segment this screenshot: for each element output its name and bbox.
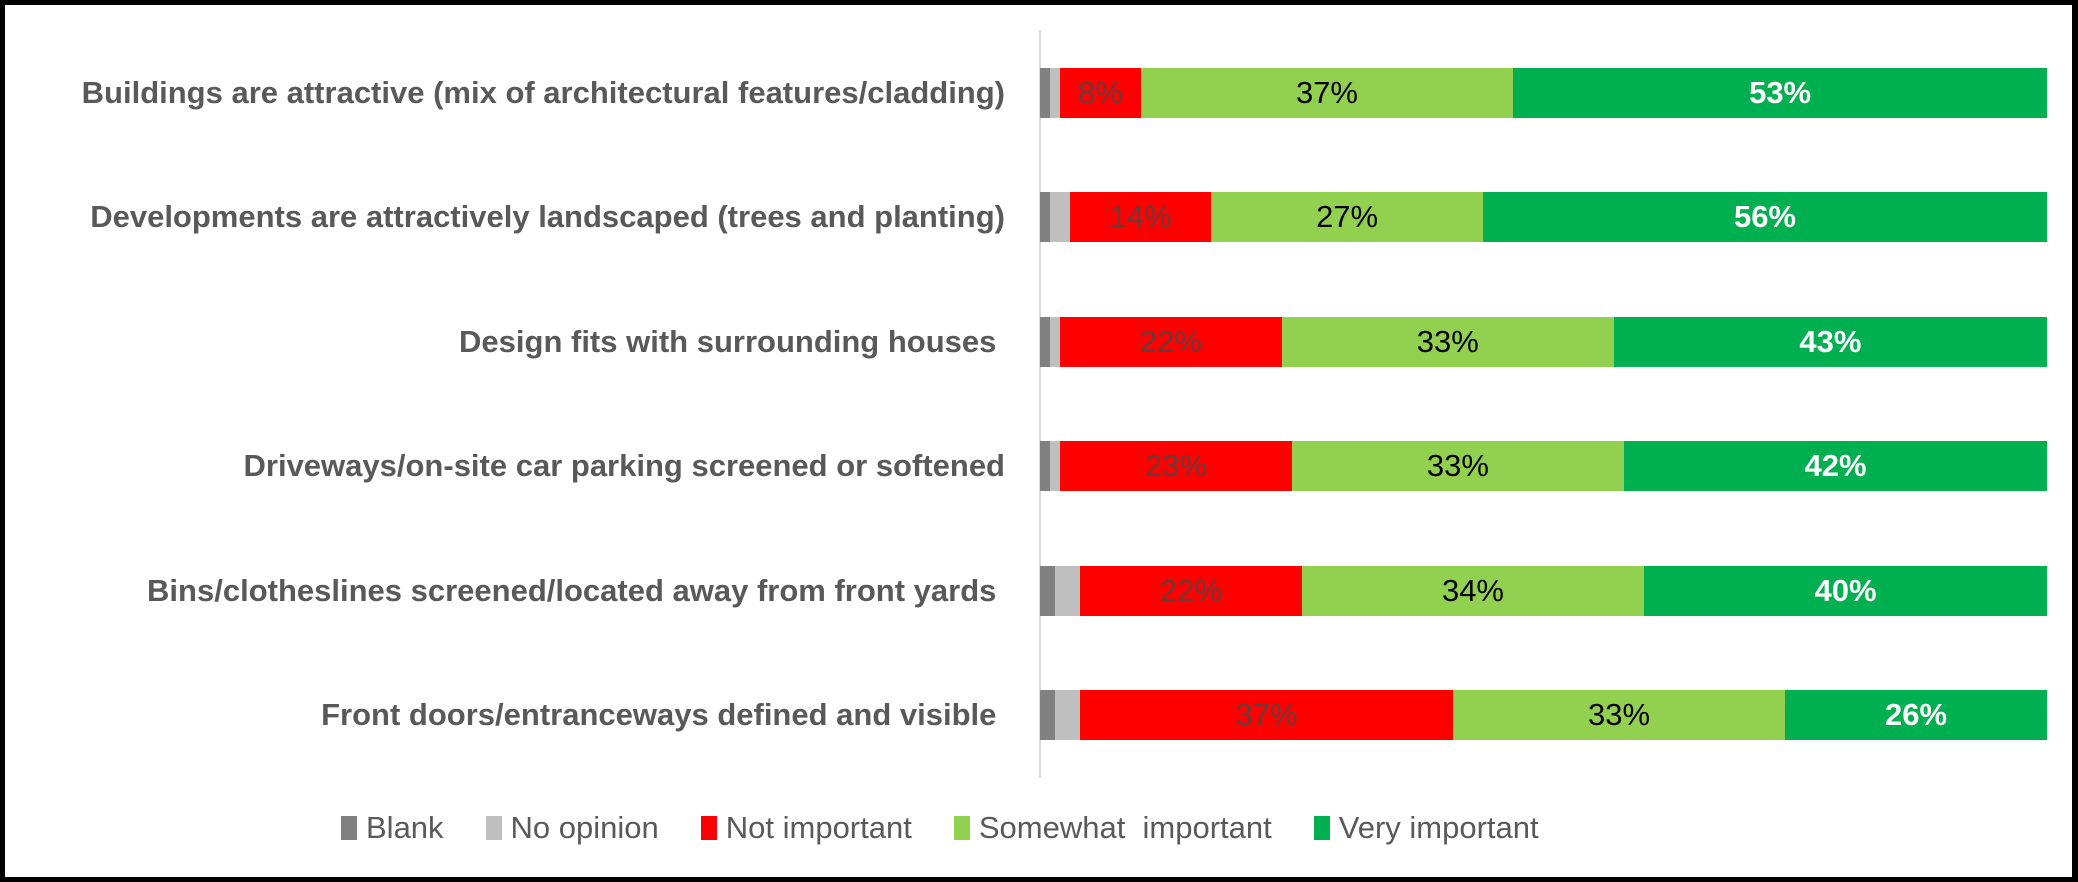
bar-segment-somewhat-important: 34% (1301, 566, 1645, 616)
legend-item-not-important: Not important (700, 810, 912, 846)
stacked-bar: 22% 34% 40% (1040, 566, 2047, 616)
category-label: Developments are attractively landscaped… (90, 199, 1005, 234)
category-label: Front doors/entranceways defined and vis… (321, 697, 1005, 732)
bar-segment-somewhat-important: 33% (1452, 690, 1786, 740)
legend-label: Somewhat important (978, 810, 1272, 845)
bar-segment-no-opinion (1050, 192, 1071, 242)
stacked-bar: 14% 27% 56% (1040, 192, 2047, 242)
category-label: Design fits with surrounding houses (459, 324, 1005, 359)
bar-segment-blank (1040, 192, 1051, 242)
legend-label: Not important (725, 810, 912, 845)
legend-swatch-not-important (700, 816, 717, 840)
bar-segment-very-important: 56% (1483, 192, 2047, 242)
bar-segment-very-important: 42% (1624, 441, 2047, 491)
category-axis-line (1039, 30, 1041, 778)
bar-segment-blank (1040, 68, 1051, 118)
legend-swatch-blank (341, 816, 357, 840)
bar-segment-no-opinion (1050, 441, 1061, 491)
bar-segment-not-important: 8% (1060, 68, 1141, 118)
bar-segment-very-important: 26% (1785, 690, 2047, 740)
category-label: Bins/clotheslines screened/located away … (147, 573, 1005, 608)
bar-segment-somewhat-important: 33% (1281, 317, 1614, 367)
legend-item-no-opinion: No opinion (485, 810, 659, 846)
bar-segment-not-important: 14% (1070, 192, 1212, 242)
legend-label: Very important (1338, 810, 1539, 845)
bar-segment-blank (1040, 441, 1051, 491)
bar-segment-no-opinion (1055, 566, 1081, 616)
bar-segment-somewhat-important: 33% (1291, 441, 1625, 491)
bar-segment-somewhat-important: 37% (1140, 68, 1514, 118)
category-label: Buildings are attractive (mix of archite… (81, 75, 1005, 110)
bar-segment-blank (1040, 566, 1056, 616)
bar-segment-no-opinion (1050, 68, 1061, 118)
bar-segment-no-opinion (1055, 690, 1081, 740)
stacked-bar: 22% 33% 43% (1040, 317, 2047, 367)
bar-segment-very-important: 53% (1513, 68, 2047, 118)
legend-item-blank: Blank (341, 810, 444, 846)
legend-item-somewhat-important: Somewhat important (953, 810, 1272, 846)
legend-item-very-important: Very important (1313, 810, 1539, 846)
legend: Blank No opinion Not important Somewhat … (341, 808, 1581, 848)
stacked-bar: 23% 33% 42% (1040, 441, 2047, 491)
bar-segment-blank (1040, 690, 1056, 740)
legend-label: No opinion (510, 810, 659, 845)
stacked-bar: 37% 33% 26% (1040, 690, 2047, 740)
bar-segment-no-opinion (1050, 317, 1061, 367)
bar-segment-not-important: 22% (1060, 317, 1282, 367)
legend-swatch-very-important (1313, 816, 1330, 840)
category-label: Driveways/on-site car parking screened o… (243, 448, 1006, 483)
bar-segment-not-important: 23% (1060, 441, 1292, 491)
legend-label: Blank (366, 810, 444, 845)
stacked-bar: 8% 37% 53% (1040, 68, 2047, 118)
legend-swatch-no-opinion (485, 816, 502, 840)
bar-segment-very-important: 40% (1644, 566, 2047, 616)
bar-segment-blank (1040, 317, 1051, 367)
bar-segment-not-important: 22% (1080, 566, 1302, 616)
legend-swatch-somewhat-important (953, 816, 970, 840)
bar-segment-somewhat-important: 27% (1211, 192, 1484, 242)
bar-segment-very-important: 43% (1613, 317, 2047, 367)
bar-segment-not-important: 37% (1080, 690, 1453, 740)
